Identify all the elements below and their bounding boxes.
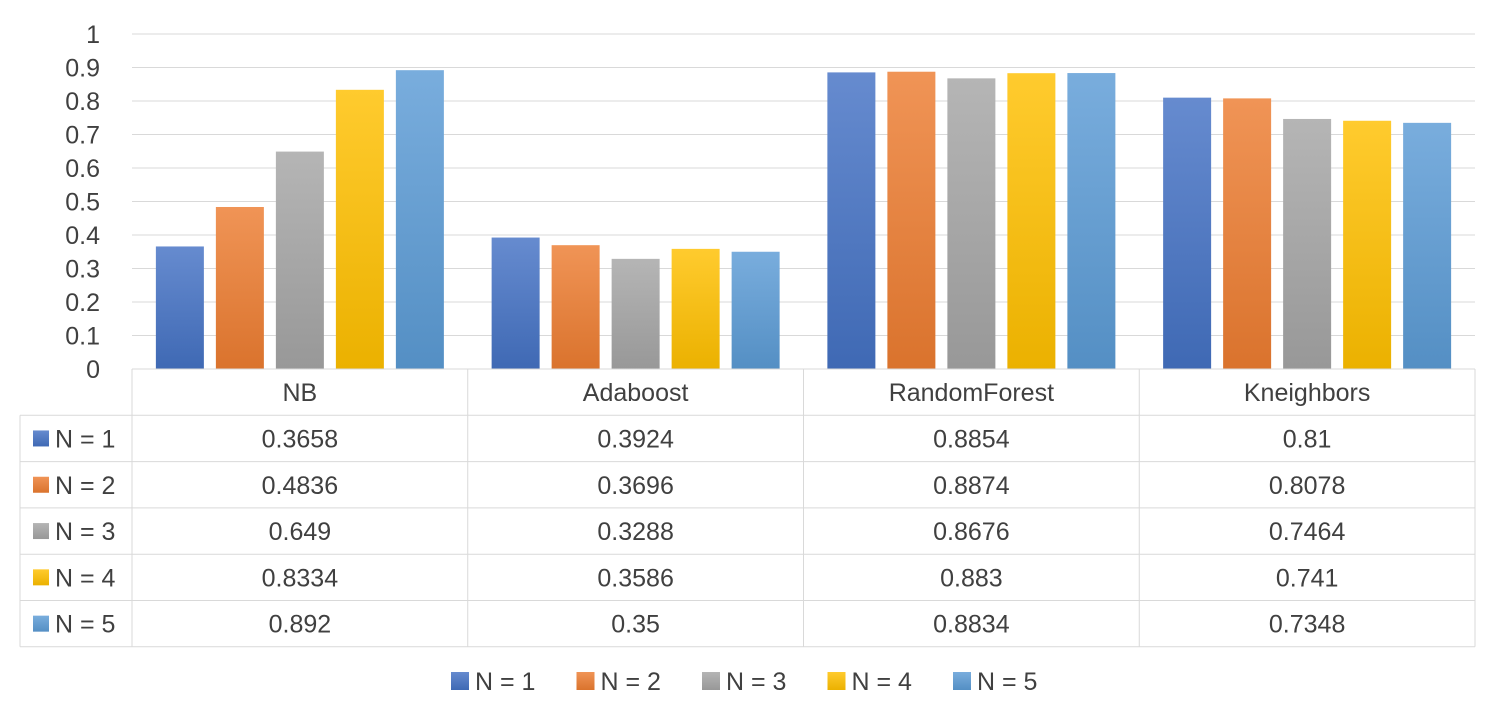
- table-value: 0.649: [269, 518, 332, 546]
- legend-label: N = 4: [852, 668, 913, 696]
- table-series-name: N = 4: [55, 564, 116, 592]
- bar-randomforest-n-5: [1067, 73, 1116, 369]
- legend-label: N = 3: [726, 668, 786, 696]
- legend-label: N = 2: [601, 668, 661, 696]
- y-tick-label: 0.1: [65, 323, 100, 351]
- table-legend-key: [33, 569, 49, 586]
- y-tick-label: 0.6: [65, 155, 100, 183]
- table-value: 0.3586: [597, 564, 673, 592]
- category-label: NB: [283, 379, 318, 407]
- table-legend-key: [33, 615, 49, 632]
- bar-kneighbors-n-4: [1343, 120, 1392, 369]
- table-value: 0.3288: [597, 518, 673, 546]
- table-legend-key: [33, 476, 49, 493]
- bar-adaboost-n-3: [611, 258, 660, 369]
- legend-label: N = 1: [475, 668, 535, 696]
- bar-randomforest-n-1: [827, 72, 876, 370]
- y-tick-label: 0: [86, 356, 100, 384]
- bar-nb-n-1: [155, 246, 204, 369]
- legend-key: [576, 672, 595, 690]
- table-value: 0.4836: [262, 472, 338, 500]
- bar-nb-n-3: [275, 151, 324, 369]
- table-legend-key: [33, 523, 49, 540]
- category-label: Adaboost: [583, 379, 689, 407]
- table-value: 0.8854: [933, 425, 1010, 453]
- bar-adaboost-n-4: [671, 248, 720, 369]
- table-series-name: N = 1: [55, 425, 115, 453]
- legend-label: N = 5: [977, 668, 1037, 696]
- legend-key: [451, 672, 469, 690]
- bar-adaboost-n-2: [551, 245, 600, 369]
- bar-nb-n-5: [395, 70, 444, 370]
- table-series-name: N = 2: [55, 472, 115, 500]
- table-series-name: N = 3: [55, 518, 115, 546]
- bars: [155, 70, 1452, 370]
- legend: N = 1 N = 2 N = 3 N = 4 N = 5: [451, 668, 1037, 696]
- table-legend-key: [33, 430, 49, 447]
- table-value: 0.8078: [1269, 472, 1345, 500]
- bar-nb-n-2: [215, 206, 264, 369]
- y-tick-label: 0.5: [65, 189, 100, 217]
- bar-adaboost-n-5: [731, 251, 780, 369]
- table-series-name: N = 5: [55, 611, 115, 639]
- bar-nb-n-4: [335, 89, 384, 369]
- legend-key: [827, 672, 846, 690]
- table-value: 0.8874: [933, 472, 1010, 500]
- bar-adaboost-n-1: [491, 237, 540, 369]
- bar-kneighbors-n-2: [1223, 98, 1272, 370]
- table-value: 0.7464: [1269, 518, 1346, 546]
- table-value: 0.7348: [1269, 611, 1345, 639]
- data-table: NB Adaboost RandomForest Kneighbors N = 1 0.3…: [19, 368, 1476, 648]
- bar-randomforest-n-4: [1007, 73, 1056, 369]
- gridlines: [132, 33, 1475, 370]
- y-tick-label: 0.7: [65, 122, 100, 150]
- bar-kneighbors-n-5: [1403, 122, 1452, 369]
- y-axis: 0 0.1 0.2 0.3 0.4 0.5 0.6 0.7 0.8 0.9 1: [65, 21, 100, 384]
- table-value: 0.883: [940, 564, 1003, 592]
- table-value: 0.8676: [933, 518, 1009, 546]
- bar-kneighbors-n-1: [1163, 97, 1212, 370]
- y-tick-label: 0.4: [65, 222, 100, 250]
- bar-randomforest-n-2: [887, 71, 936, 369]
- table-value: 0.3696: [597, 472, 673, 500]
- table-value: 0.81: [1283, 425, 1332, 453]
- table-value: 0.35: [611, 611, 660, 639]
- y-tick-label: 0.9: [65, 55, 100, 83]
- legend-key: [702, 672, 720, 690]
- table-value: 0.741: [1276, 564, 1339, 592]
- bar-randomforest-n-3: [947, 78, 996, 369]
- table-value: 0.3658: [262, 425, 338, 453]
- category-label: Kneighbors: [1244, 379, 1370, 407]
- y-tick-label: 0.3: [65, 256, 100, 284]
- table-value: 0.3924: [597, 425, 674, 453]
- legend-key: [953, 672, 971, 690]
- table-value: 0.8834: [933, 611, 1010, 639]
- table-value: 0.892: [269, 611, 332, 639]
- category-label: RandomForest: [889, 379, 1054, 407]
- y-tick-label: 1: [86, 21, 100, 49]
- y-tick-label: 0.8: [65, 88, 100, 116]
- y-tick-label: 0.2: [65, 289, 100, 317]
- bar-kneighbors-n-3: [1283, 118, 1332, 370]
- table-value: 0.8334: [262, 564, 339, 592]
